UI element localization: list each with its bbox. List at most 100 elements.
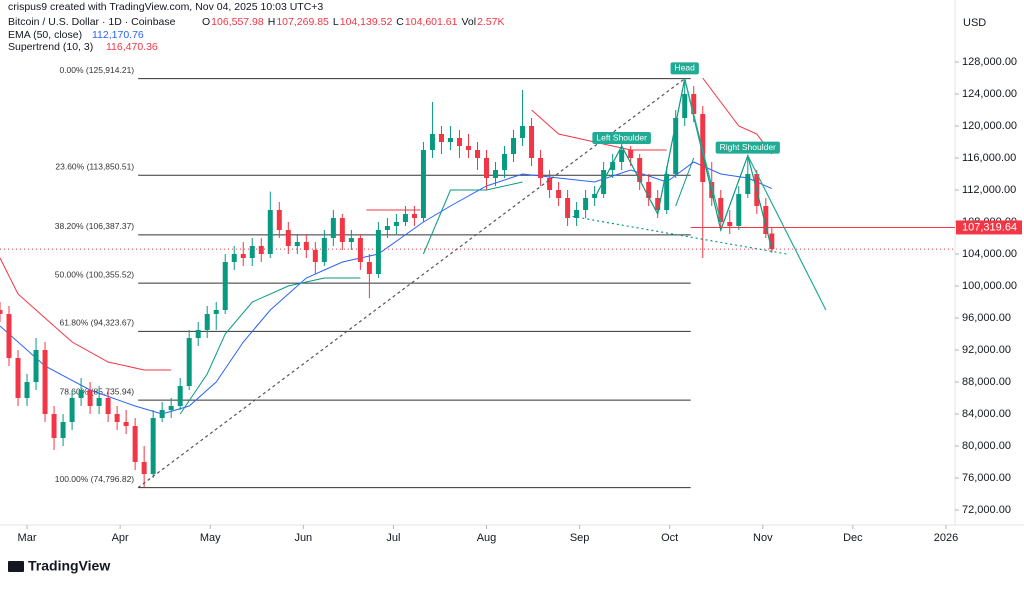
- candle-body: [366, 262, 372, 274]
- ohlc-value: 107,269.85: [276, 16, 329, 28]
- candle-body: [565, 198, 571, 218]
- ohlc-value: 2.57K: [477, 16, 504, 28]
- candle-body: [132, 426, 138, 462]
- x-tick-label: Aug: [477, 532, 497, 544]
- ohlc-key: H: [268, 16, 276, 28]
- candle-body: [592, 194, 598, 198]
- candle-body: [601, 170, 607, 194]
- candle-body: [402, 214, 408, 222]
- price-tag: [956, 220, 1022, 235]
- candle-body: [150, 418, 156, 474]
- candle-body: [69, 398, 75, 422]
- candle-body: [475, 150, 480, 158]
- candle-body: [33, 350, 39, 382]
- ema-value: 112,170.76: [92, 29, 144, 41]
- supertrend-value: 116,470.36: [106, 41, 158, 53]
- x-tick-label: May: [200, 532, 221, 544]
- x-tick-label: Dec: [843, 532, 863, 544]
- candle-body: [610, 162, 616, 170]
- pattern-label-box: [592, 132, 651, 144]
- y-tick-label: 128,000.00: [962, 56, 1017, 68]
- ohlc-key: L: [333, 16, 339, 28]
- fib-label: 0.00% (125,914.21): [59, 65, 134, 75]
- candle-body: [438, 134, 444, 142]
- y-tick-label: 120,000.00: [962, 120, 1017, 132]
- y-tick-label: 112,000.00: [962, 184, 1016, 196]
- candle-body: [312, 250, 318, 262]
- candle-body: [411, 214, 417, 218]
- x-tick-label: Sep: [570, 532, 590, 544]
- supertrend-line: [0, 257, 172, 371]
- candle-body: [502, 154, 508, 170]
- candle-body: [447, 138, 453, 142]
- candle-body: [745, 174, 751, 194]
- candle-body: [673, 118, 679, 174]
- candle-body: [736, 194, 742, 226]
- candle-body: [6, 314, 12, 358]
- ohlc-value: 104,139.52: [340, 16, 393, 28]
- ohlc-value: 104,601.61: [405, 16, 458, 28]
- y-tick-label: 96,000.00: [962, 312, 1011, 324]
- x-tick-label: Jul: [386, 532, 400, 544]
- candle-body: [249, 246, 255, 258]
- candle-body: [285, 230, 291, 246]
- candle-body: [547, 178, 553, 190]
- ohlc-key: O: [202, 16, 210, 28]
- candle-body: [763, 206, 769, 234]
- candle-body: [123, 422, 129, 426]
- ohlc-value: 106,557.98: [211, 16, 264, 28]
- candle-body: [168, 406, 174, 410]
- candle-body: [420, 150, 426, 218]
- candle-body: [718, 198, 724, 222]
- fib-label: 23.60% (113,850.51): [55, 161, 134, 171]
- y-tick-label: 84,000.00: [962, 408, 1011, 420]
- x-tick-label: Nov: [753, 532, 773, 544]
- candle-body: [204, 314, 210, 330]
- candle-body: [646, 182, 652, 198]
- candle-body: [511, 138, 517, 154]
- candle-body: [574, 210, 580, 218]
- candle-body: [520, 126, 526, 138]
- candle-body: [619, 150, 625, 162]
- supertrend-legend: Supertrend (10, 3): [8, 41, 93, 53]
- candle-body: [222, 262, 228, 310]
- currency: USD: [963, 17, 986, 29]
- candle-body: [664, 174, 670, 210]
- candle-body: [294, 242, 300, 246]
- candle-body: [276, 210, 282, 230]
- y-tick-label: 72,000.00: [962, 504, 1011, 516]
- candle-body: [258, 246, 264, 254]
- candle-body: [213, 310, 219, 314]
- x-tick-label: Apr: [112, 532, 129, 544]
- candle-body: [78, 390, 84, 398]
- candle-body: [0, 310, 3, 314]
- candle-body: [177, 386, 183, 406]
- candle-body: [24, 382, 30, 398]
- candle-body: [556, 190, 562, 198]
- candle-body: [384, 226, 390, 230]
- pattern-label: Head: [675, 63, 696, 73]
- candle-body: [357, 238, 363, 262]
- candle-body: [231, 254, 237, 262]
- candle-body: [240, 254, 246, 258]
- candle-body: [484, 158, 490, 178]
- candle-body: [339, 218, 345, 242]
- candle-body: [682, 94, 688, 118]
- candle-body: [655, 198, 661, 210]
- candle-body: [186, 338, 192, 386]
- candle-body: [628, 150, 634, 158]
- y-tick-label: 76,000.00: [962, 472, 1011, 484]
- candle-body: [583, 198, 589, 210]
- x-tick-label: 2026: [934, 532, 958, 544]
- candle-body: [429, 134, 435, 150]
- candle-body: [51, 414, 57, 438]
- candle-body: [493, 170, 499, 178]
- candle-body: [393, 222, 399, 226]
- x-tick-label: Jun: [294, 532, 312, 544]
- candle-body: [727, 222, 733, 226]
- candle-body: [348, 238, 354, 242]
- y-tick-label: 92,000.00: [962, 344, 1011, 356]
- candle-body: [456, 138, 462, 146]
- logo-icon: [8, 561, 24, 572]
